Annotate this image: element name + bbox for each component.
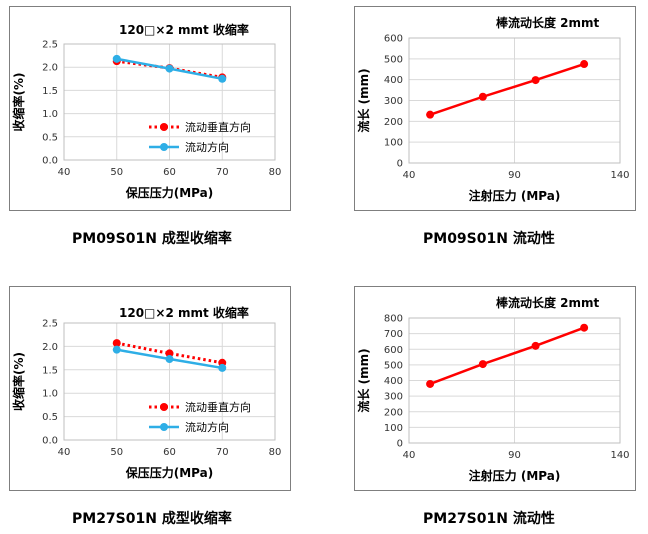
plot-area (63, 43, 276, 161)
x-tick-label: 80 (269, 167, 282, 178)
y-tick-label: 0.0 (42, 156, 58, 167)
legend-label: 流动垂直方向 (185, 120, 251, 134)
y-tick-label: 1.5 (42, 86, 58, 97)
x-tick-label: 40 (58, 167, 71, 178)
y-tick-label: 0.5 (42, 412, 58, 423)
x-axis-label: 注射压力 (MPa) (469, 468, 561, 483)
x-tick-label: 90 (508, 450, 521, 461)
x-tick-label: 140 (610, 450, 629, 461)
x-tick-label: 70 (216, 167, 229, 178)
legend-swatch-marker (160, 423, 168, 431)
x-axis-label: 保压压力(MPa) (125, 465, 213, 480)
data-point (165, 64, 174, 73)
y-axis-label: 流长 (mm) (356, 348, 371, 412)
x-tick-label: 40 (403, 170, 416, 181)
caption-pm27-shrinkage: PM27S01N 成型收缩率 (72, 511, 232, 527)
x-tick-label: 40 (58, 447, 71, 458)
flow-length-line (429, 62, 585, 116)
caption-pm09-flow: PM09S01N 流动性 (423, 231, 555, 247)
x-tick-label: 60 (163, 447, 176, 458)
caption-pm27-flow: PM27S01N 流动性 (423, 511, 555, 527)
chart-frame (354, 6, 636, 211)
y-tick-label: 0.5 (42, 132, 58, 143)
y-tick-label: 2.0 (42, 342, 58, 353)
y-tick-label: 2.5 (42, 319, 58, 330)
data-point (218, 363, 227, 372)
legend-label: 流动垂直方向 (185, 400, 251, 414)
y-tick-label: 600 (384, 34, 403, 45)
y-tick-label: 0 (397, 439, 403, 450)
data-point (531, 341, 540, 350)
y-tick-label: 300 (384, 392, 403, 403)
y-tick-label: 2.5 (42, 40, 58, 51)
plot-area (63, 322, 276, 441)
x-tick-label: 140 (610, 170, 629, 181)
y-axis-label: 收缩率(%) (11, 352, 26, 411)
y-tick-label: 700 (384, 329, 403, 340)
y-tick-label: 500 (384, 360, 403, 371)
plot-area (408, 317, 621, 444)
x-tick-label: 40 (403, 450, 416, 461)
x-tick-label: 90 (508, 170, 521, 181)
flow-length-line (429, 326, 585, 386)
y-tick-label: 100 (384, 423, 403, 434)
x-tick-label: 70 (216, 447, 229, 458)
legend-swatch-marker (160, 123, 168, 131)
data-point (531, 76, 540, 85)
y-tick-label: 1.5 (42, 365, 58, 376)
y-axis-label: 收缩率(%) (11, 73, 26, 132)
data-point (478, 360, 487, 369)
y-tick-label: 1.0 (42, 389, 58, 400)
legend-swatch-marker (160, 403, 168, 411)
chart-title: 120□×2 mmt 收缩率 (119, 22, 249, 37)
data-point (112, 345, 121, 354)
shrinkage-chart-pm27: 0.0 0.5 1.0 1.5 2.0 2.5 40 50 60 70 80 120□×2 mmt 收… (9, 286, 291, 491)
plot-area (408, 37, 621, 164)
data-point (165, 349, 174, 358)
series-perpendicular-line (116, 341, 223, 365)
x-tick-label: 60 (163, 167, 176, 178)
x-tick-label: 50 (110, 447, 123, 458)
flow-length-chart-pm09: 0 100 200 300 400 500 600 40 90 140 棒流动长度 2mmt 注射压力… (354, 6, 636, 211)
y-tick-label: 400 (384, 75, 403, 86)
x-axis-label: 注射压力 (MPa) (469, 188, 561, 203)
y-tick-label: 500 (384, 54, 403, 65)
flow-length-chart-pm27: 0 100 200 300 400 500 600 700 800 40 90 140 棒流动长度 2m… (354, 286, 636, 491)
data-point (426, 379, 435, 388)
y-tick-label: 200 (384, 117, 403, 128)
legend-label: 流动方向 (185, 140, 229, 154)
y-tick-label: 200 (384, 407, 403, 418)
x-tick-label: 80 (269, 447, 282, 458)
y-tick-label: 600 (384, 345, 403, 356)
y-tick-label: 800 (384, 314, 403, 325)
y-tick-label: 300 (384, 96, 403, 107)
chart-frame (354, 286, 636, 491)
legend-swatch-marker (160, 143, 168, 151)
data-point (580, 60, 589, 69)
data-point (478, 92, 487, 101)
y-tick-label: 0 (397, 159, 403, 170)
y-axis-label: 流长 (mm) (356, 68, 371, 132)
y-tick-label: 400 (384, 376, 403, 387)
chart-title: 棒流动长度 2mmt (496, 295, 600, 310)
data-point (165, 355, 174, 364)
data-point (426, 110, 435, 119)
caption-pm09-shrinkage: PM09S01N 成型收缩率 (72, 231, 232, 247)
chart-title: 棒流动长度 2mmt (496, 15, 600, 30)
chart-frame (9, 6, 291, 211)
y-tick-label: 2.0 (42, 63, 58, 74)
data-point (112, 54, 121, 63)
data-point (580, 323, 589, 332)
x-tick-label: 50 (110, 167, 123, 178)
shrinkage-chart-pm09: 0.0 0.5 1.0 1.5 2.0 2.5 40 50 60 70 80 120□×2 mmt 收… (9, 6, 291, 211)
x-axis-label: 保压压力(MPa) (125, 185, 213, 200)
data-point (112, 339, 121, 348)
data-point (218, 74, 227, 83)
y-tick-label: 100 (384, 138, 403, 149)
y-tick-label: 1.0 (42, 109, 58, 120)
chart-title: 120□×2 mmt 收缩率 (119, 305, 249, 320)
legend-label: 流动方向 (185, 420, 229, 434)
chart-frame (9, 286, 291, 491)
y-tick-label: 0.0 (42, 436, 58, 447)
